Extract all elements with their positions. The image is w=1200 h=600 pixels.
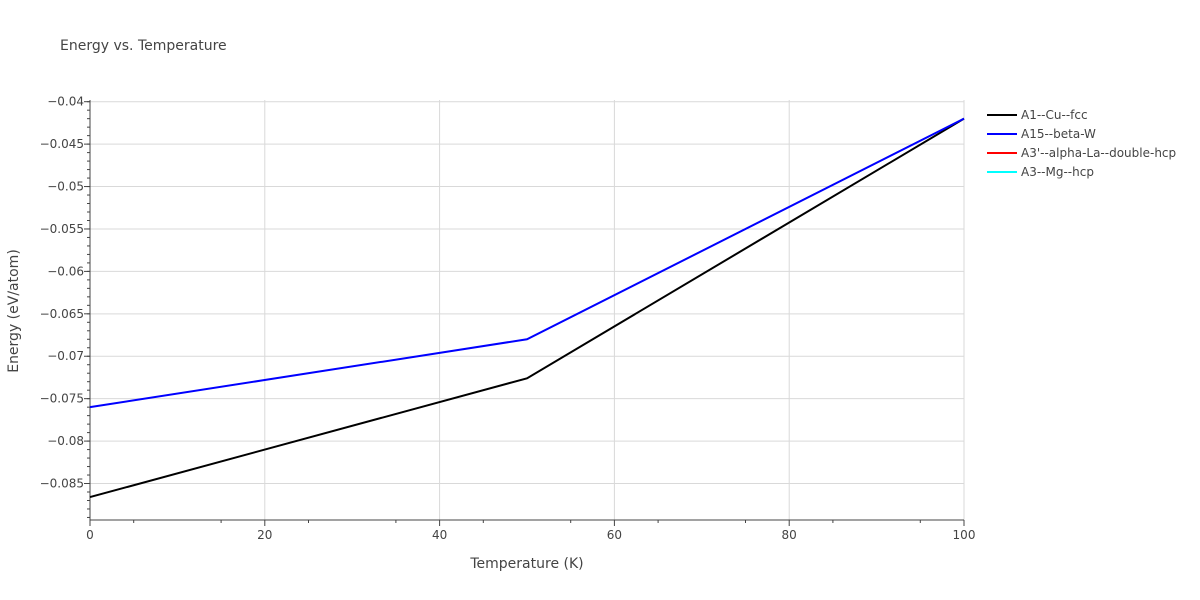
x-tick-label: 0 xyxy=(86,528,94,542)
y-tick-label: −0.05 xyxy=(47,180,84,194)
x-tick-label: 40 xyxy=(432,528,447,542)
y-tick-label: −0.055 xyxy=(40,222,84,236)
legend-label: A3'--alpha-La--double-hcp xyxy=(1021,146,1176,160)
legend-item[interactable]: A3'--alpha-La--double-hcp xyxy=(987,146,1176,160)
legend-label: A3--Mg--hcp xyxy=(1021,165,1094,179)
axes: 0 20 40 60 80 100 −0.085 −0.08 −0.075 −0.07 −0.065… xyxy=(40,95,976,542)
y-tick-label: −0.045 xyxy=(40,137,84,151)
y-tick-label: −0.075 xyxy=(40,392,84,406)
chart-title: Energy vs. Temperature xyxy=(60,38,227,54)
grid xyxy=(89,100,965,520)
legend[interactable]: A1--Cu--fcc A15--beta-W A3'--alpha-La--dou… xyxy=(987,108,1176,179)
x-tick-label: 100 xyxy=(953,528,976,542)
y-tick-label: −0.08 xyxy=(47,434,84,448)
legend-label: A1--Cu--fcc xyxy=(1021,108,1088,122)
y-tick-label: −0.06 xyxy=(47,264,84,278)
series-line-0[interactable] xyxy=(89,117,965,499)
plot-series xyxy=(89,117,965,499)
x-tick-label: 80 xyxy=(782,528,797,542)
y-tick-label: −0.065 xyxy=(40,307,84,321)
legend-label: A15--beta-W xyxy=(1021,127,1096,141)
legend-item[interactable]: A3--Mg--hcp xyxy=(987,165,1094,179)
series-line-1[interactable] xyxy=(89,117,965,409)
y-axis-title: Energy (eV/atom) xyxy=(6,249,22,373)
legend-item[interactable]: A1--Cu--fcc xyxy=(987,108,1088,122)
y-tick-label: −0.04 xyxy=(47,95,84,109)
x-tick-label: 60 xyxy=(607,528,622,542)
y-tick-label: −0.07 xyxy=(47,349,84,363)
x-axis-title: Temperature (K) xyxy=(469,556,583,572)
x-tick-label: 20 xyxy=(257,528,272,542)
legend-item[interactable]: A15--beta-W xyxy=(987,127,1096,141)
y-tick-label: −0.085 xyxy=(40,477,84,491)
